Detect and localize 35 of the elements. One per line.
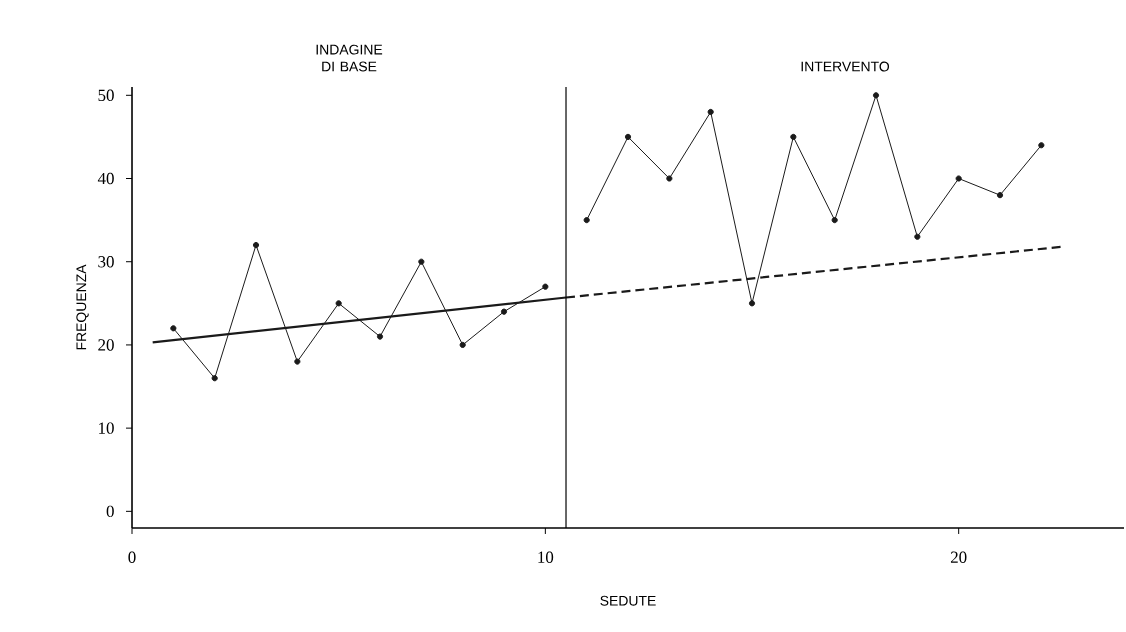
point: [583, 217, 590, 224]
point: [996, 192, 1004, 199]
y-tick-label: 50: [98, 89, 114, 102]
point: [459, 341, 466, 349]
point: [831, 217, 838, 224]
point: [294, 358, 301, 365]
point: [252, 241, 260, 249]
point: [790, 133, 797, 140]
x-axis-title: SEDUTE: [600, 595, 656, 606]
y-tick-label: 40: [97, 172, 114, 185]
point: [170, 325, 177, 332]
point: [707, 108, 714, 116]
text: INTERVENTO: [801, 61, 890, 72]
point: [872, 92, 880, 99]
point: [914, 233, 921, 240]
y-tick-label: 0: [106, 505, 114, 518]
point: [500, 308, 508, 315]
y-tick-label: 30: [98, 256, 114, 268]
point: [335, 300, 342, 307]
y-axis-title: FREQUENZA: [76, 264, 89, 350]
x-tick-label: 10: [538, 551, 554, 563]
text: INDAGINE DI BASE: [316, 44, 383, 72]
x-tick-label: 0: [128, 551, 136, 563]
point: [376, 333, 384, 340]
point: [211, 375, 218, 382]
point: [542, 283, 549, 290]
point: [418, 258, 425, 265]
y-tick-label: 20: [98, 339, 114, 351]
point: [748, 300, 756, 307]
point: [666, 175, 673, 182]
point: [955, 175, 962, 182]
x-tick-label: 20: [950, 551, 967, 563]
point: [624, 133, 632, 140]
y-tick-label: 10: [99, 422, 114, 434]
point: [1038, 142, 1045, 149]
